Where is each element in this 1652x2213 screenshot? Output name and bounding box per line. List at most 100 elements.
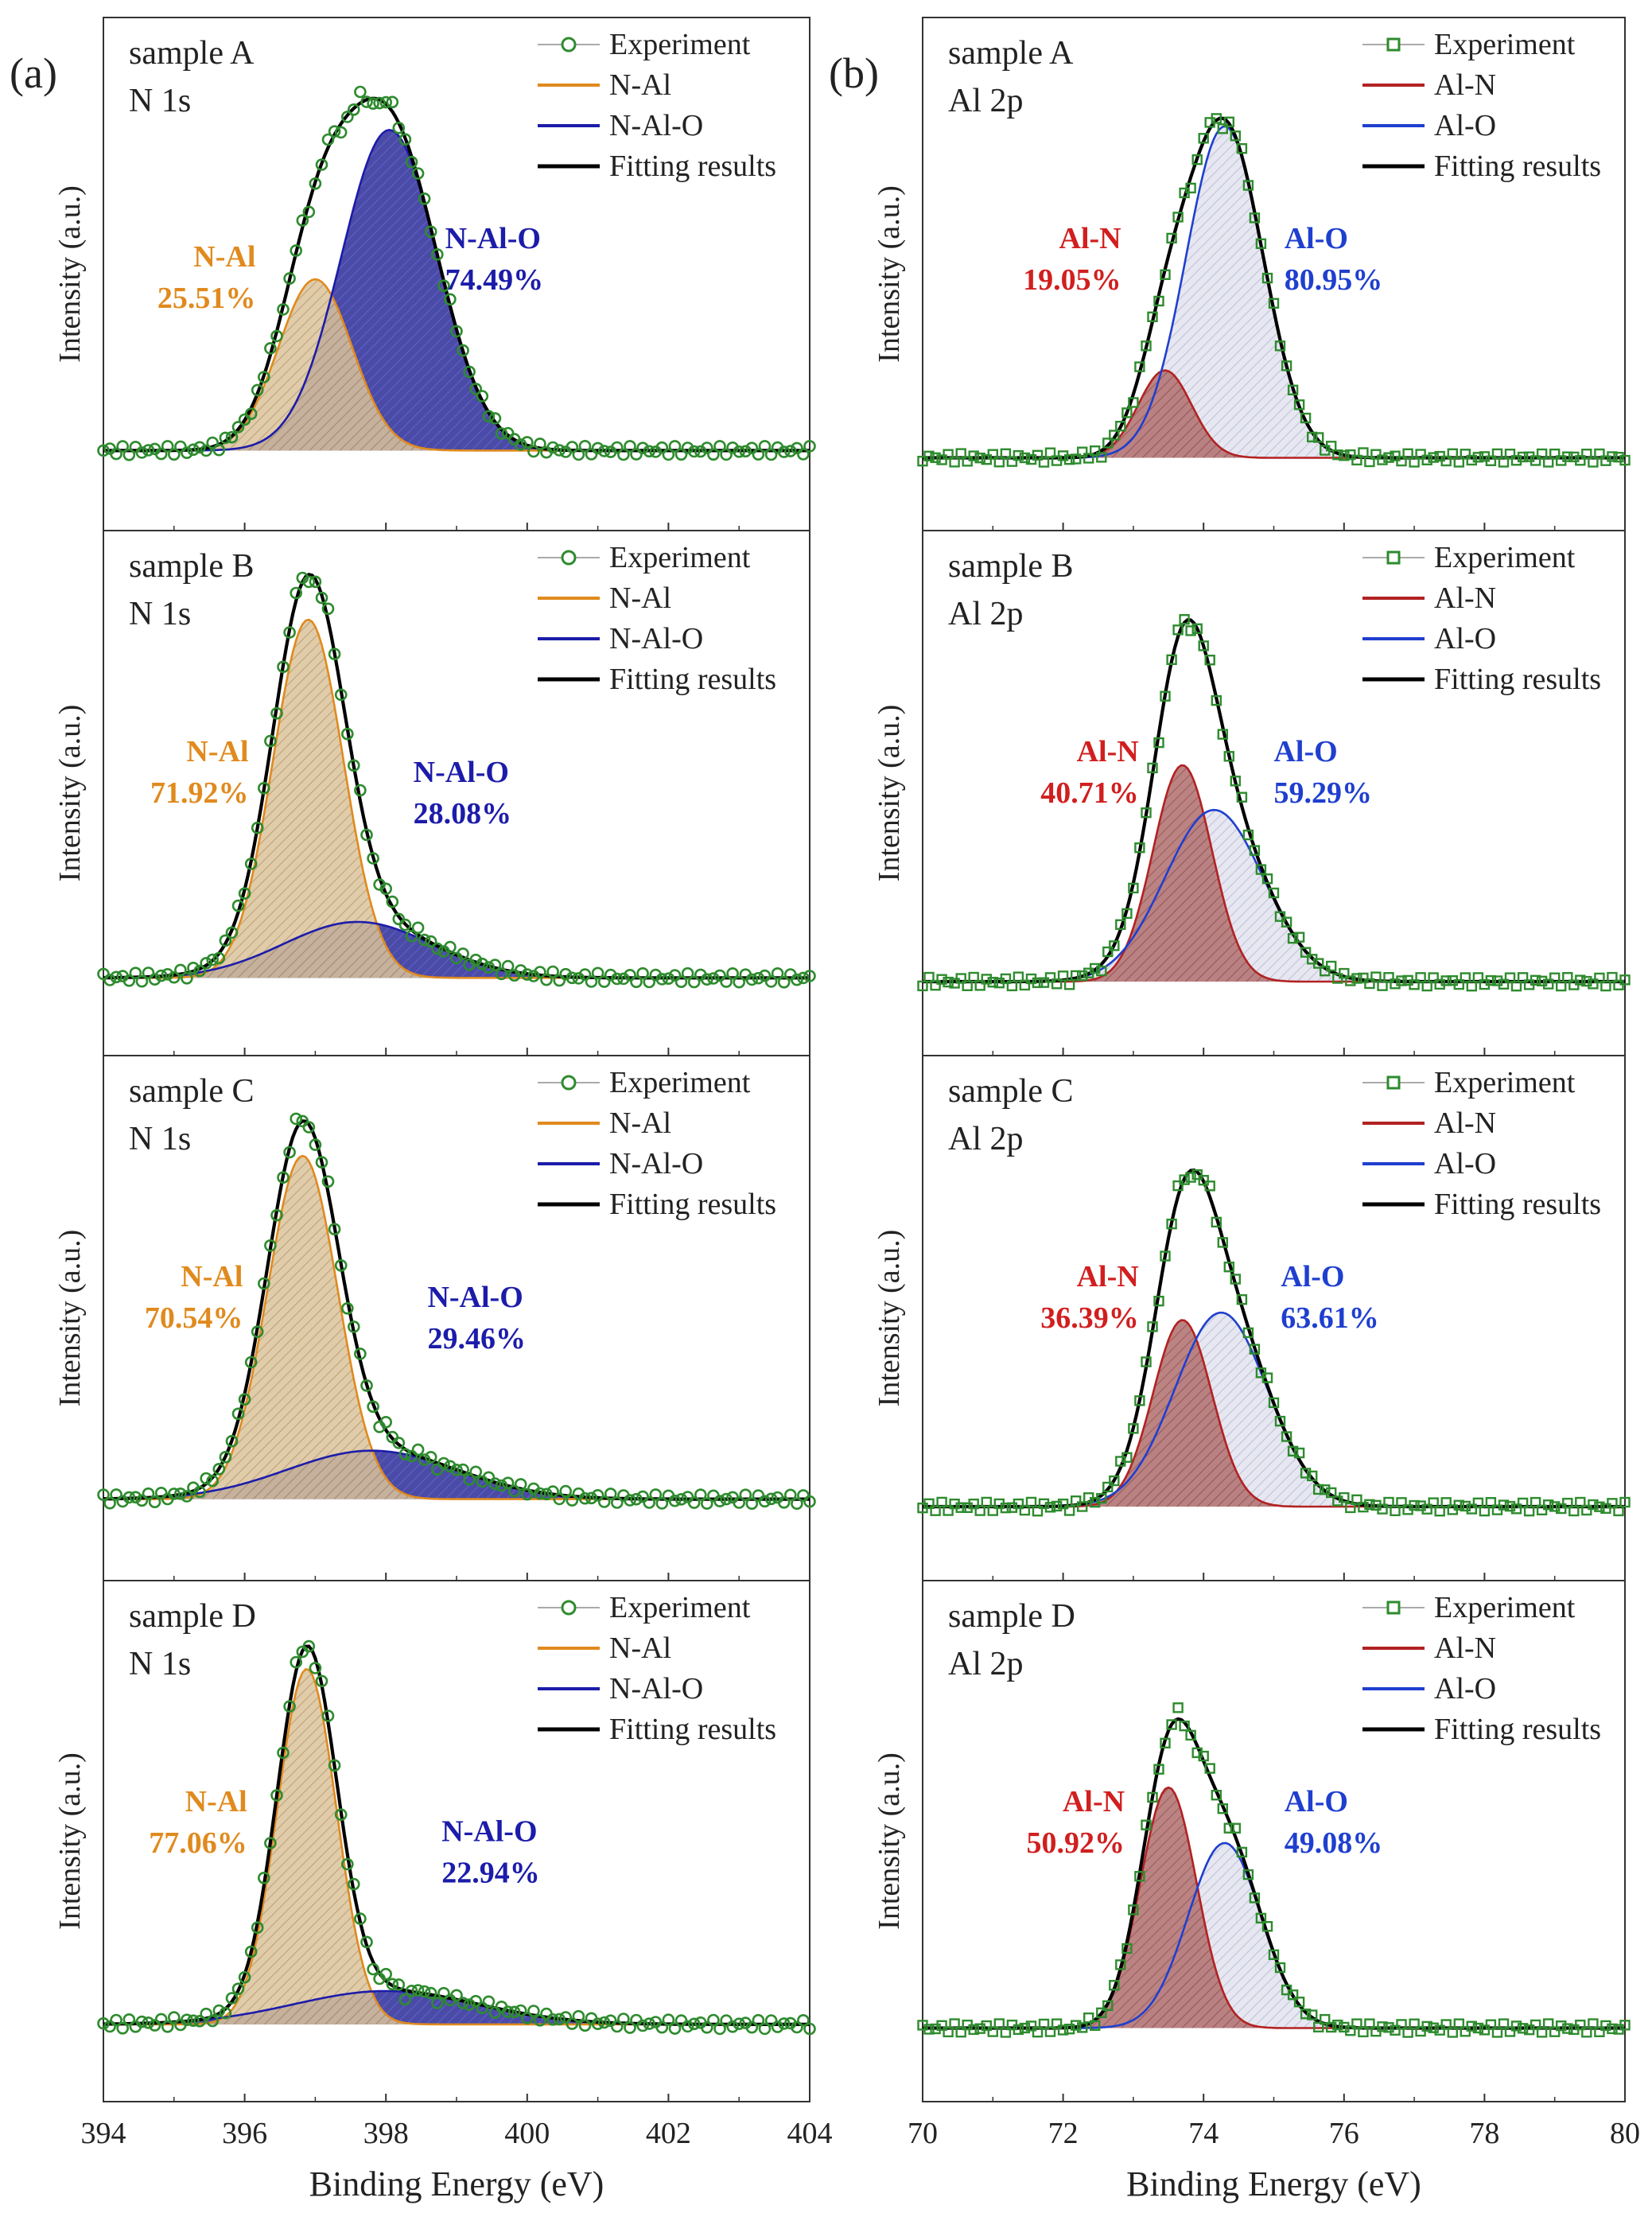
experiment-point bbox=[1607, 2023, 1618, 2035]
experiment-point bbox=[1242, 829, 1254, 841]
experiment-point bbox=[463, 365, 476, 379]
experiment-point bbox=[110, 2013, 122, 2027]
experiment-point bbox=[174, 1488, 187, 1500]
experiment-point bbox=[566, 441, 579, 453]
experiment-point bbox=[398, 1993, 412, 2006]
experiment-point bbox=[1063, 454, 1075, 465]
y-axis-label: Intensity (a.u.) bbox=[53, 1752, 87, 1930]
experiment-point bbox=[1230, 1822, 1242, 1834]
experiment-point bbox=[270, 706, 283, 720]
experiment-point bbox=[1434, 1505, 1445, 1517]
experiment-point bbox=[758, 1495, 772, 1508]
legend-label: Al-N bbox=[1434, 581, 1496, 615]
x-axis-label: Binding Energy (eV) bbox=[309, 2164, 604, 2203]
legend-label: Fitting results bbox=[1434, 663, 1601, 696]
component-annotation: N-Al-O 22.94% bbox=[441, 1814, 540, 1889]
experiment-point bbox=[1153, 295, 1164, 307]
experiment-point bbox=[1510, 455, 1522, 466]
experiment-point bbox=[591, 2017, 604, 2030]
experiment-point bbox=[340, 1857, 354, 1871]
experiment-point bbox=[955, 448, 966, 459]
experiment-point bbox=[553, 444, 566, 457]
sample-label: sample C bbox=[129, 1073, 254, 1110]
legend-entry: N-Al-O bbox=[538, 109, 703, 142]
experiment-point bbox=[200, 2007, 213, 2020]
experiment-point bbox=[501, 1476, 515, 1489]
experiment-point bbox=[354, 1348, 367, 1360]
annotation-percent: 80.95% bbox=[1285, 263, 1383, 297]
experiment-point bbox=[1261, 1920, 1273, 1932]
experiment-point bbox=[1542, 457, 1554, 468]
experiment-point bbox=[1453, 457, 1465, 468]
legend-entry: Al-O bbox=[1362, 622, 1496, 655]
experiment-point bbox=[1594, 972, 1605, 984]
experiment-point bbox=[392, 1978, 406, 1991]
core-level-label: Al 2p bbox=[948, 596, 1024, 632]
legend-label: N-Al bbox=[609, 581, 671, 615]
experiment-point bbox=[791, 2020, 803, 2034]
experiment-point bbox=[1549, 1501, 1561, 1512]
experiment-point bbox=[1166, 1218, 1177, 1230]
x-tick-label: 400 bbox=[504, 2117, 550, 2150]
experiment-point bbox=[1121, 407, 1133, 418]
experiment-point bbox=[116, 440, 129, 453]
experiment-point bbox=[1109, 940, 1120, 951]
experiment-point bbox=[1274, 911, 1286, 922]
experiment-point bbox=[1141, 1356, 1152, 1367]
experiment-point bbox=[764, 448, 778, 461]
experiment-point bbox=[328, 125, 341, 138]
experiment-point bbox=[1134, 1395, 1145, 1406]
panel-0-0: sample A N 1s (a) Intensity (a.u.) Experimen… bbox=[10, 17, 816, 531]
experiment-point bbox=[386, 1978, 399, 1991]
sample-label: sample D bbox=[129, 1598, 256, 1635]
experiment-point bbox=[1312, 432, 1324, 443]
experiment-point bbox=[630, 1492, 643, 1506]
experiment-point bbox=[1345, 2024, 1356, 2036]
experiment-point bbox=[450, 1464, 463, 1476]
experiment-point bbox=[328, 648, 341, 661]
experiment-point bbox=[334, 688, 348, 702]
experiment-point bbox=[655, 1497, 669, 1510]
experiment-point bbox=[1115, 1959, 1126, 1970]
experiment-point bbox=[1019, 979, 1031, 991]
experiment-point bbox=[514, 2004, 527, 2017]
experiment-point bbox=[469, 1465, 483, 1479]
experiment-point bbox=[1396, 1497, 1407, 1508]
experiment-point bbox=[340, 727, 354, 741]
panel-0-1: sample B N 1s Intensity (a.u.) Experiment N-… bbox=[53, 530, 816, 1056]
experiment-point bbox=[1102, 1481, 1114, 1493]
experiment-point bbox=[1096, 1492, 1107, 1504]
experiment-point bbox=[1409, 2018, 1420, 2029]
experiment-point bbox=[1390, 978, 1401, 990]
experiment-point bbox=[1377, 980, 1388, 991]
experiment-point bbox=[495, 967, 508, 981]
experiment-point bbox=[1191, 154, 1203, 165]
experiment-point bbox=[309, 1138, 322, 1151]
experiment-point bbox=[993, 2018, 1005, 2029]
legend-entry: Experiment bbox=[1362, 1591, 1576, 1624]
experiment-point bbox=[1472, 972, 1484, 983]
experiment-point bbox=[1351, 2018, 1362, 2029]
experiment-point bbox=[360, 95, 373, 108]
experiment-point bbox=[771, 2020, 784, 2033]
experiment-point bbox=[315, 158, 328, 171]
experiment-point bbox=[597, 445, 611, 457]
experiment-point bbox=[264, 734, 277, 748]
experiment-point bbox=[501, 2005, 515, 2018]
experiment-point bbox=[1293, 399, 1305, 410]
experiment-point bbox=[1109, 1979, 1120, 1991]
experiment-point bbox=[923, 971, 935, 983]
experiment-point bbox=[764, 2014, 778, 2027]
legend-entry: Fitting results bbox=[1362, 150, 1601, 183]
experiment-point bbox=[643, 2017, 656, 2030]
experiment-point bbox=[1211, 694, 1222, 706]
experiment-point bbox=[1575, 974, 1586, 986]
experiment-point bbox=[1306, 2009, 1318, 2020]
experiment-point bbox=[219, 2006, 232, 2020]
experiment-point bbox=[1536, 448, 1548, 460]
experiment-point bbox=[943, 2026, 954, 2038]
experiment-point bbox=[1440, 2019, 1452, 2030]
experiment-point bbox=[1006, 456, 1018, 467]
experiment-point bbox=[559, 1484, 573, 1498]
experiment-point bbox=[354, 1912, 367, 1925]
